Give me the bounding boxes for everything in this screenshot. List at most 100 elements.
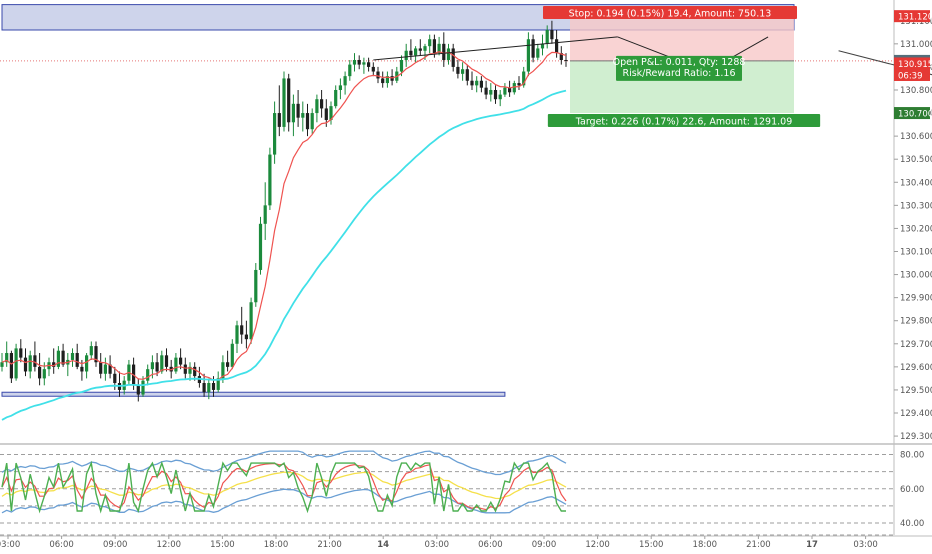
candle	[56, 346, 60, 370]
price-axis[interactable]: 131.100131.000130.900130.800130.700130.6…	[894, 10, 932, 442]
candle	[287, 73, 291, 132]
candle-body	[320, 99, 324, 109]
candle	[414, 46, 418, 63]
candle	[94, 341, 98, 367]
time-tick-label: 18:00	[264, 540, 289, 550]
candle-body	[559, 53, 563, 60]
time-tick-label: 17	[806, 540, 818, 550]
price-tick-label: 129.400	[900, 409, 932, 419]
candle-body	[52, 362, 56, 367]
red-ma-price-label[interactable]: 130.915	[894, 57, 932, 70]
indicator-signal-line	[1, 460, 566, 514]
candle-body	[489, 89, 493, 95]
time-tick-label: 06:00	[49, 540, 74, 550]
candle-body	[329, 106, 333, 120]
candle	[320, 89, 324, 118]
time-tick-label: 12:00	[157, 540, 182, 550]
candle-body	[409, 50, 413, 56]
candle	[376, 66, 380, 84]
candle-body	[14, 348, 18, 379]
stop-price-label[interactable]: 131.120	[894, 10, 932, 23]
indicator-pane[interactable]: 80.00 60.00 40.00	[0, 450, 924, 536]
candle	[465, 64, 469, 86]
candle	[334, 85, 338, 109]
candle-body	[526, 39, 530, 72]
price-tick-label: 129.600	[900, 363, 932, 373]
time-tick-label: 15:00	[639, 540, 664, 550]
candle-body	[376, 71, 380, 79]
price-tick-label: 130.200	[900, 224, 932, 234]
candle	[291, 94, 295, 137]
indicator-upper-band	[1, 450, 567, 476]
time-tick-label: 18:00	[693, 540, 718, 550]
time-tick-label: 03:00	[853, 540, 878, 550]
candle-body	[221, 362, 225, 379]
candle-body	[263, 205, 267, 224]
candle	[348, 59, 352, 81]
candles	[0, 20, 568, 402]
time-tick-label: 21:00	[317, 540, 342, 550]
candle-body	[446, 48, 451, 60]
candle	[230, 339, 234, 370]
candle-body	[442, 43, 446, 60]
indicator-tick-label: 40.00	[900, 519, 924, 529]
candle	[282, 71, 286, 132]
candle-body	[536, 48, 540, 58]
pattern-line-1[interactable]	[373, 36, 618, 61]
candle	[484, 80, 488, 100]
candle	[5, 341, 9, 367]
candle	[343, 71, 347, 95]
price-tick-label: 130.800	[900, 86, 932, 96]
candle	[338, 78, 342, 100]
candle	[249, 297, 253, 344]
time-tick-label: 09:00	[103, 540, 128, 550]
candle	[52, 348, 56, 374]
candle	[498, 89, 502, 107]
candle-body	[103, 364, 107, 374]
candle	[155, 353, 159, 377]
candle-body	[216, 378, 220, 390]
candle	[526, 32, 530, 77]
candle	[545, 25, 549, 49]
candle-body	[381, 78, 385, 84]
candle-body	[94, 346, 98, 363]
candle	[479, 76, 483, 93]
time-axis[interactable]: 03:00 06:00 09:00 12:00 15:00 18:00 21:00 14 03:…	[0, 536, 878, 550]
countdown-label[interactable]: 06:39	[894, 68, 930, 82]
candle-body	[508, 87, 512, 93]
stop-zone[interactable]	[570, 16, 794, 61]
candle	[164, 348, 169, 372]
candle	[14, 343, 18, 381]
target-price-label[interactable]: 130.700	[894, 107, 932, 120]
candle-body	[545, 29, 549, 44]
candle-body	[465, 69, 469, 81]
candle	[531, 34, 535, 63]
candle-body	[451, 48, 455, 67]
candle	[179, 348, 183, 370]
price-tick-label: 130.300	[900, 201, 932, 211]
candle-body	[432, 39, 436, 54]
candle-body	[503, 87, 507, 95]
candle	[536, 43, 540, 60]
candle-body	[108, 364, 112, 374]
candle	[503, 83, 507, 97]
candle-body	[461, 69, 465, 74]
candle-body	[479, 80, 483, 88]
support-zone[interactable]	[1, 391, 506, 397]
candle-body	[230, 343, 234, 367]
price-tick-label: 130.100	[900, 247, 932, 257]
time-tick-label: 03:00	[425, 540, 450, 550]
candle	[146, 364, 150, 386]
candle-body	[5, 353, 9, 363]
candle-body	[334, 89, 338, 107]
candle-body	[70, 353, 75, 360]
candle-body	[385, 76, 389, 84]
candle	[103, 357, 107, 381]
candle-body	[193, 366, 197, 377]
candle-body	[33, 355, 37, 367]
ratio-text: Risk/Reward Ratio: 1.16	[622, 68, 735, 79]
price-tick-label: 131.000	[900, 40, 932, 50]
price-tick-label: 130.000	[900, 271, 932, 281]
